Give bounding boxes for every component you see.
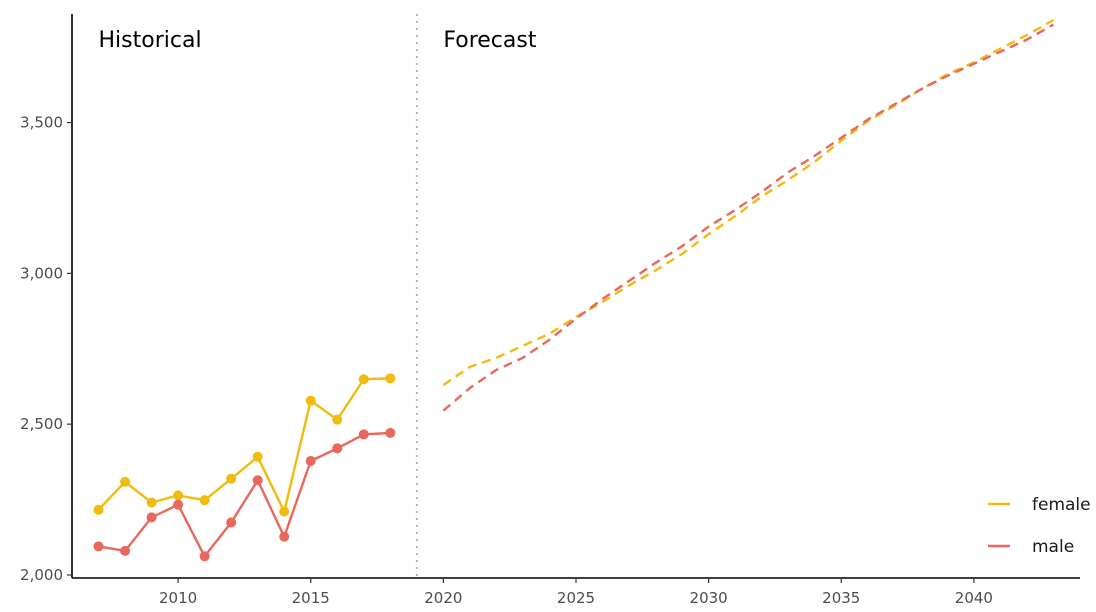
- series-male-forecast-line: [442, 23, 1055, 412]
- x-tick-label: 2020: [424, 589, 462, 607]
- annotation-forecast: Forecast: [443, 28, 536, 53]
- annotation-historical: Historical: [99, 28, 202, 53]
- series-male-point: [279, 531, 290, 542]
- x-tick-label: 2035: [822, 589, 860, 607]
- series-female-point: [120, 476, 131, 487]
- series-female-point: [358, 374, 369, 385]
- series-female-point: [146, 497, 157, 508]
- x-tick-label: 2015: [292, 589, 330, 607]
- series-female-point: [279, 506, 290, 517]
- annotations: Historical Forecast: [99, 28, 537, 53]
- series-male-point: [385, 427, 396, 438]
- series-male-point: [358, 429, 369, 440]
- series-female-historical-line: [97, 377, 391, 513]
- series-female-point: [305, 395, 316, 406]
- series-male-historical-line: [98, 431, 391, 558]
- x-tick-label: 2030: [690, 589, 728, 607]
- series-male-point: [226, 517, 237, 528]
- y-tick-label: 3,500: [20, 114, 63, 132]
- legend-label-female: female: [1032, 495, 1091, 515]
- series-female-point: [252, 451, 263, 462]
- y-tick-label: 2,500: [20, 415, 63, 433]
- legend: female male: [988, 495, 1091, 557]
- legend-label-male: male: [1032, 537, 1074, 557]
- series-group: [93, 18, 1055, 562]
- series-male-point: [199, 551, 210, 562]
- series-male-point: [146, 512, 157, 523]
- axes: 2,000 2,500 3,000 3,500 2010 2015 2020 2025 2030…: [20, 14, 1080, 607]
- x-tick-label: 2010: [159, 589, 197, 607]
- x-tick-label: 2040: [955, 589, 993, 607]
- series-female-point: [173, 490, 184, 501]
- y-tick-label: 3,000: [20, 264, 63, 282]
- series-male-point: [173, 499, 184, 510]
- series-male-point: [305, 455, 316, 466]
- series-female-point: [226, 473, 237, 484]
- series-female-point: [199, 495, 210, 506]
- series-female-point: [332, 414, 343, 425]
- series-male-point: [93, 541, 104, 552]
- series-male-point: [252, 475, 263, 486]
- series-female-forecast-line: [442, 18, 1055, 386]
- series-female-point: [93, 504, 104, 515]
- series-female-point: [385, 373, 396, 384]
- series-male-point: [120, 545, 131, 556]
- x-tick-label: 2025: [557, 589, 595, 607]
- y-tick-label: 2,000: [20, 566, 63, 584]
- series-male-point: [332, 443, 343, 454]
